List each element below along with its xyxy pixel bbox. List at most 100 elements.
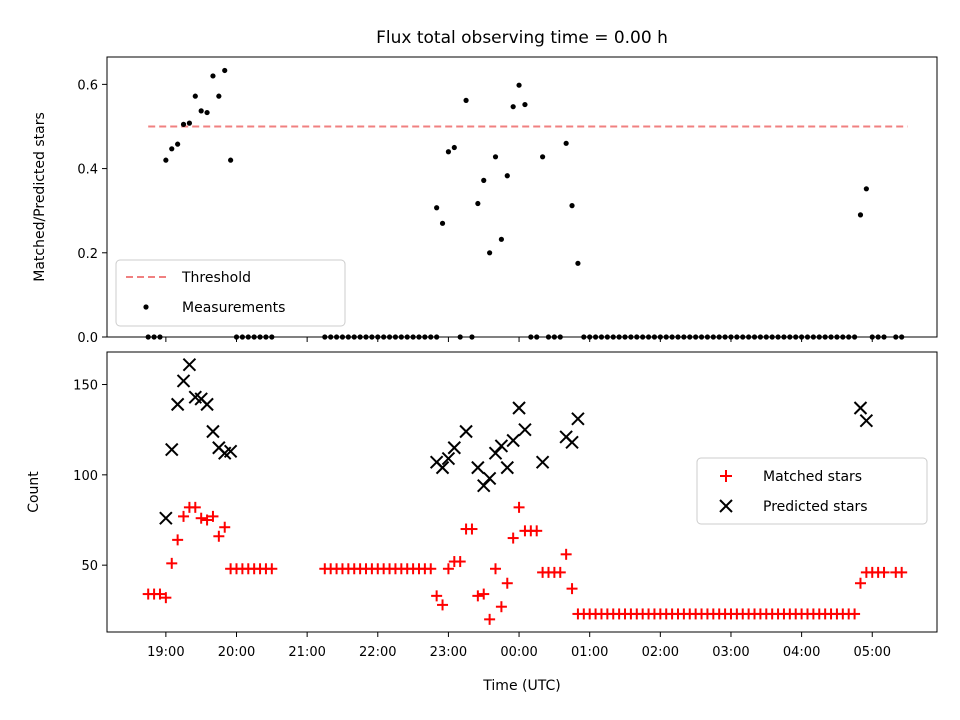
measurement-point (198, 108, 204, 114)
measurement-point (186, 120, 193, 126)
matched-star-point (513, 501, 525, 513)
x-tick-label: 01:00 (571, 645, 608, 660)
legend-measurements-marker (143, 304, 149, 310)
bottom-axes-frame (106, 351, 938, 633)
measurement-point (492, 154, 499, 160)
predicted-star-point (500, 460, 514, 475)
predicted-star-point (859, 413, 874, 428)
bottom-y-tick-label: 50 (81, 559, 98, 574)
top-y-tick-label: 0.2 (77, 247, 98, 262)
x-axis-label: Time (UTC) (482, 678, 560, 694)
matched-star-point (849, 608, 861, 620)
matched-star-point (507, 532, 519, 544)
measurement-point (487, 250, 493, 256)
chart-title: Flux total observing time = 0.00 h (376, 28, 668, 48)
measurement-point (563, 140, 569, 146)
matched-star-point (195, 512, 207, 524)
measurement-point (522, 101, 528, 108)
bottom-y-tick-label: 150 (73, 379, 98, 394)
measurement-point (498, 236, 504, 242)
measurement-point (228, 157, 234, 163)
predicted-star-point (435, 460, 450, 475)
matched-star-point (484, 613, 496, 625)
matched-star-point (878, 566, 890, 578)
predicted-star-point (441, 451, 456, 466)
top-panel: 0.0 0.2 0.4 0.6 Matched/Predicted stars Thr… (32, 56, 938, 346)
measurement-point (481, 177, 487, 183)
matched-star-point (431, 590, 443, 602)
x-tick-label: 23:00 (430, 645, 467, 660)
matched-stars-layer (142, 501, 908, 625)
measurement-point (575, 260, 581, 266)
measurement-point (222, 67, 228, 74)
measurement-point (445, 149, 452, 155)
matched-star-point (219, 521, 231, 533)
measurement-point (163, 157, 169, 163)
top-y-axis-label: Matched/Predicted stars (32, 112, 48, 282)
matched-star-point (201, 514, 213, 526)
predicted-star-point (853, 401, 868, 415)
matched-star-point (531, 525, 543, 537)
predicted-star-point (206, 424, 220, 439)
legend-predicted-label: Predicted stars (763, 499, 868, 515)
top-legend-box (115, 259, 346, 327)
x-tick-label: 21:00 (288, 645, 325, 660)
matched-star-point (172, 534, 184, 546)
measurement-point (504, 173, 510, 179)
predicted-star-point (165, 442, 179, 457)
predicted-star-point (170, 397, 185, 412)
matched-star-point (207, 510, 219, 522)
predicted-star-point (482, 471, 497, 486)
matched-star-point (266, 563, 278, 575)
matched-star-point (160, 592, 172, 604)
predicted-star-point (223, 444, 238, 459)
measurement-point (569, 203, 575, 209)
predicted-star-point (459, 424, 473, 439)
matched-star-point (425, 563, 437, 575)
measurement-point (210, 73, 216, 79)
x-tick-label: 03:00 (712, 645, 749, 660)
x-tick-label: 04:00 (783, 645, 820, 660)
matched-star-point (178, 510, 190, 522)
measurement-point (463, 97, 469, 103)
matched-star-point (478, 588, 490, 600)
matched-star-point (442, 563, 454, 575)
measurement-point (175, 141, 181, 147)
x-tick-label: 20:00 (218, 645, 255, 660)
measurement-point (510, 104, 516, 110)
predicted-star-point (535, 455, 550, 469)
legend-matched-label: Matched stars (763, 469, 862, 485)
matched-star-point (560, 548, 572, 560)
matched-star-point (466, 523, 478, 535)
bottom-panel: 50 100 150 19:00 20:00 21:00 22:00 23:00 00:00 01… (26, 351, 938, 694)
matched-star-point (166, 557, 178, 569)
matched-star-point (154, 588, 166, 600)
predicted-star-point (159, 511, 173, 525)
predicted-star-point (518, 422, 532, 437)
legend-predicted-marker (719, 499, 733, 513)
bottom-legend: Matched stars Predicted stars (696, 457, 928, 525)
legend-threshold-label: Threshold (181, 270, 251, 286)
top-ticks: 0.0 0.2 0.4 0.6 (77, 78, 873, 346)
x-tick-label: 05:00 (854, 645, 891, 660)
predicted-star-point (471, 460, 485, 475)
measurement-point (192, 93, 198, 99)
matched-star-point (213, 530, 225, 542)
x-tick-label: 02:00 (642, 645, 679, 660)
top-axes-frame (106, 56, 938, 338)
x-tick-label: 22:00 (359, 645, 396, 660)
predicted-star-point (506, 433, 520, 448)
measurement-point (204, 109, 210, 116)
predicted-star-point (494, 439, 509, 453)
matched-star-point (454, 556, 466, 568)
matched-star-point (896, 566, 908, 578)
measurement-point (169, 146, 175, 152)
matched-star-point (501, 577, 513, 589)
matched-star-point (554, 566, 566, 578)
bottom-ticks: 50 100 150 19:00 20:00 21:00 22:00 23:00 00:00 01… (73, 379, 891, 660)
bottom-legend-box (696, 457, 928, 525)
bottom-y-axis-label: Count (26, 471, 42, 513)
measurement-point (180, 121, 187, 127)
